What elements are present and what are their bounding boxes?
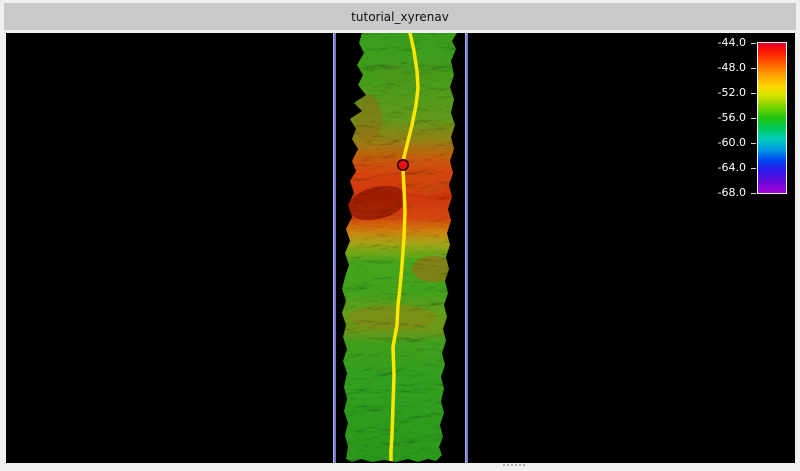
nav-track-line[interactable] (389, 33, 420, 463)
swath-terrain (342, 33, 457, 463)
depth-color-scale (757, 42, 787, 194)
swath-left-bound-line (333, 33, 336, 463)
color-scale-tick (751, 143, 756, 144)
color-scale-label: -60.0 (717, 136, 746, 149)
grip-dot (511, 464, 513, 466)
color-scale-label: -68.0 (717, 186, 746, 199)
color-scale-label: -44.0 (717, 36, 746, 49)
grip-dot (523, 464, 525, 466)
resize-grip[interactable] (503, 464, 525, 466)
grip-dot (519, 464, 521, 466)
color-scale-tick (751, 93, 756, 94)
bathymetry-swath (342, 33, 457, 463)
color-scale-tick (751, 43, 756, 44)
grip-dot (503, 464, 505, 466)
color-scale-label: -48.0 (717, 61, 746, 74)
window-title: tutorial_xyrenav (351, 9, 449, 24)
swath-right-bound-line (465, 33, 468, 463)
selected-nav-point-marker[interactable] (396, 159, 409, 172)
color-scale-tick (751, 193, 756, 194)
title-bar[interactable]: tutorial_xyrenav (4, 3, 796, 30)
plot-canvas[interactable]: -44.0 -48.0 -52.0 -56.0 -60.0 -64.0 -68.… (6, 33, 795, 463)
color-scale-label: -52.0 (717, 86, 746, 99)
color-scale-label: -64.0 (717, 161, 746, 174)
grip-dot (515, 464, 517, 466)
color-scale-tick (751, 68, 756, 69)
color-scale-label: -56.0 (717, 111, 746, 124)
color-scale-tick (751, 168, 756, 169)
color-scale-tick (751, 118, 756, 119)
grip-dot (507, 464, 509, 466)
